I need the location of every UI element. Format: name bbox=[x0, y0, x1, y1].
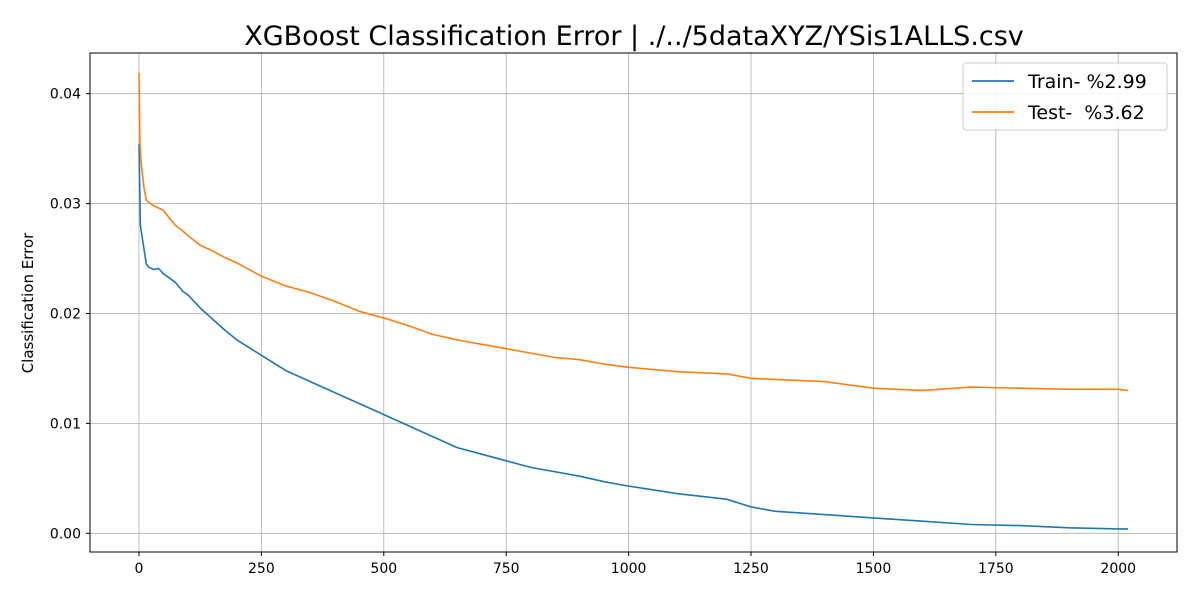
x-tick-label: 0 bbox=[135, 561, 144, 577]
x-tick-label: 2000 bbox=[1100, 561, 1136, 577]
x-tick-label: 1750 bbox=[978, 561, 1014, 577]
x-tick-label: 1000 bbox=[611, 561, 647, 577]
x-tick-label: 750 bbox=[493, 561, 520, 577]
y-tick-label: 0.01 bbox=[50, 416, 81, 432]
gridlines bbox=[90, 53, 1177, 552]
x-tick-label: 1250 bbox=[733, 561, 769, 577]
x-tick-label: 500 bbox=[370, 561, 397, 577]
x-tick-label: 1500 bbox=[856, 561, 892, 577]
series-line-train bbox=[138, 144, 1128, 530]
x-tick-label: 250 bbox=[248, 561, 275, 577]
legend-label: Test- %3.62 bbox=[1027, 102, 1145, 124]
plot-area-frame bbox=[89, 52, 1178, 553]
legend-label: Train- %2.99 bbox=[1027, 71, 1147, 93]
y-tick-label: 0.00 bbox=[50, 526, 81, 542]
legend: Train- %2.99 Test- %3.62 bbox=[962, 62, 1168, 131]
chart-title: XGBoost Classification Error | ./../5dat… bbox=[244, 21, 1024, 52]
y-tick-label: 0.03 bbox=[50, 197, 81, 213]
legend-box bbox=[962, 62, 1168, 131]
axis-ticks: 0 250 500 750 1000 1250 1500 1750 2000 0.00 0.01 0.… bbox=[50, 87, 1136, 577]
series-lines bbox=[138, 72, 1129, 530]
y-axis-label: Classification Error bbox=[19, 232, 37, 373]
y-tick-label: 0.02 bbox=[50, 306, 81, 322]
series-line-test bbox=[138, 72, 1129, 392]
y-tick-label: 0.04 bbox=[50, 87, 81, 103]
